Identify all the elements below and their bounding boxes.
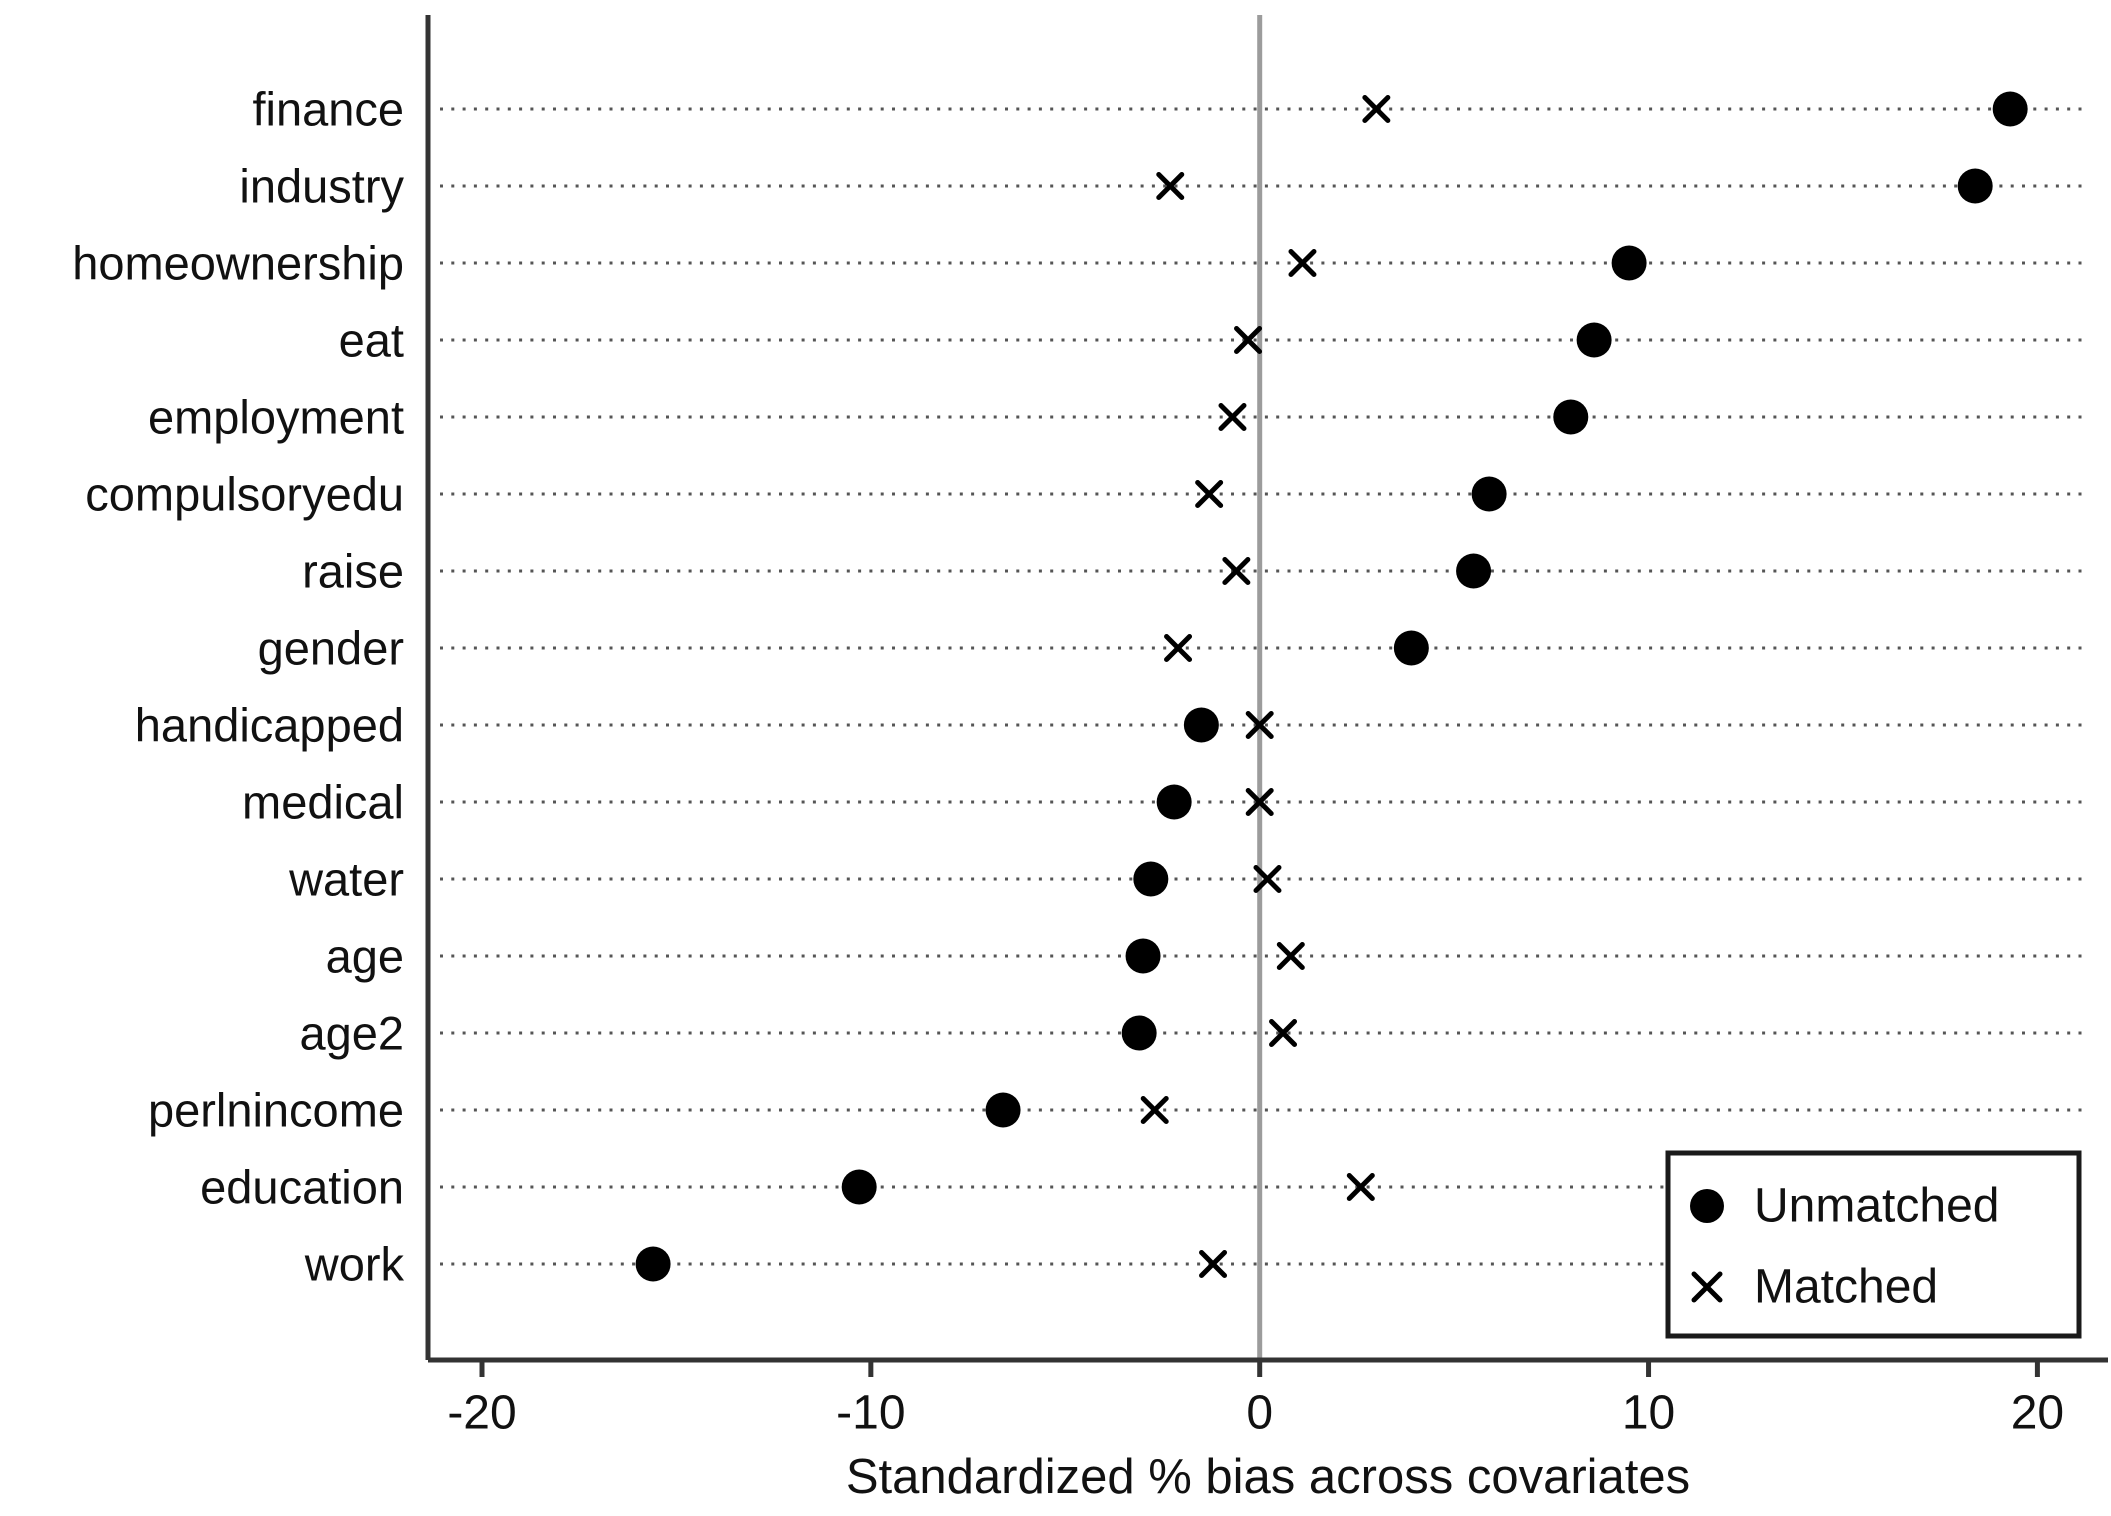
- data-points: [635, 91, 2028, 1282]
- category-label-water: water: [288, 853, 404, 906]
- category-label-work: work: [304, 1238, 405, 1291]
- category-label-age2: age2: [299, 1007, 404, 1060]
- unmatched-point-compulsoryedu: [1471, 476, 1507, 512]
- matched-point-age2: [1269, 1019, 1298, 1047]
- matched-point-water: [1253, 865, 1282, 893]
- category-label-industry: industry: [239, 160, 404, 213]
- x-tick-label--20: -20: [447, 1387, 516, 1440]
- unmatched-point-age: [1125, 938, 1161, 974]
- category-label-eat: eat: [339, 314, 404, 367]
- category-label-perlnincome: perlnincome: [148, 1084, 404, 1137]
- matched-point-education: [1346, 1173, 1375, 1201]
- category-label-homeownership: homeownership: [72, 237, 404, 290]
- legend-matched-marker-icon: [1691, 1271, 1723, 1303]
- category-label-age: age: [326, 930, 404, 983]
- unmatched-point-industry: [1957, 168, 1993, 204]
- dotted-grid-lines: [440, 107, 2086, 1266]
- category-label-gender: gender: [258, 622, 404, 675]
- category-label-handicapped: handicapped: [135, 699, 404, 752]
- category-label-compulsoryedu: compulsoryedu: [85, 468, 404, 521]
- unmatched-point-age2: [1121, 1015, 1157, 1051]
- category-label-medical: medical: [242, 776, 404, 829]
- unmatched-point-perlnincome: [985, 1092, 1021, 1128]
- category-label-raise: raise: [302, 545, 404, 598]
- x-tick-label-20: 20: [2011, 1387, 2064, 1440]
- unmatched-point-education: [841, 1169, 877, 1205]
- legend-matched-label: Matched: [1754, 1261, 1938, 1314]
- unmatched-point-finance: [1992, 91, 2028, 127]
- legend-unmatched-marker-icon: [1690, 1189, 1724, 1223]
- matched-point-handicapped: [1245, 711, 1274, 739]
- unmatched-point-eat: [1576, 322, 1612, 358]
- unmatched-point-gender: [1393, 630, 1429, 666]
- legend-box: [1665, 1150, 2082, 1339]
- matched-point-medical: [1245, 788, 1274, 816]
- x-axis-ticks: -20 -10 0 10 20: [447, 1360, 2064, 1440]
- category-label-employment: employment: [148, 391, 404, 444]
- matched-point-finance: [1362, 95, 1391, 123]
- matched-point-work: [1199, 1250, 1228, 1278]
- x-tick-label-0: 0: [1246, 1387, 1273, 1440]
- unmatched-point-raise: [1456, 553, 1492, 589]
- unmatched-point-medical: [1156, 784, 1192, 820]
- unmatched-point-work: [635, 1246, 671, 1282]
- unmatched-point-water: [1133, 861, 1169, 897]
- x-tick-label-10: 10: [1622, 1387, 1675, 1440]
- matched-point-eat: [1234, 326, 1263, 354]
- matched-point-gender: [1164, 634, 1193, 662]
- matched-point-homeownership: [1288, 249, 1317, 277]
- matched-point-employment: [1218, 403, 1247, 431]
- category-label-education: education: [200, 1161, 404, 1214]
- matched-point-raise: [1222, 557, 1251, 585]
- x-tick-label--10: -10: [836, 1387, 905, 1440]
- legend: Unmatched Matched: [1665, 1150, 2082, 1339]
- legend-unmatched-label: Unmatched: [1754, 1180, 1999, 1233]
- unmatched-point-employment: [1553, 399, 1589, 435]
- category-label-finance: finance: [252, 83, 404, 136]
- unmatched-point-handicapped: [1183, 707, 1219, 743]
- matched-point-industry: [1156, 172, 1185, 200]
- x-axis-title: Standardized % bias across covariates: [846, 1450, 1690, 1504]
- matched-point-compulsoryedu: [1195, 480, 1224, 508]
- matched-point-age: [1276, 942, 1305, 970]
- unmatched-point-homeownership: [1611, 245, 1647, 281]
- category-labels: finance industry homeownership eat employmen…: [72, 83, 404, 1291]
- matched-point-perlnincome: [1140, 1096, 1169, 1124]
